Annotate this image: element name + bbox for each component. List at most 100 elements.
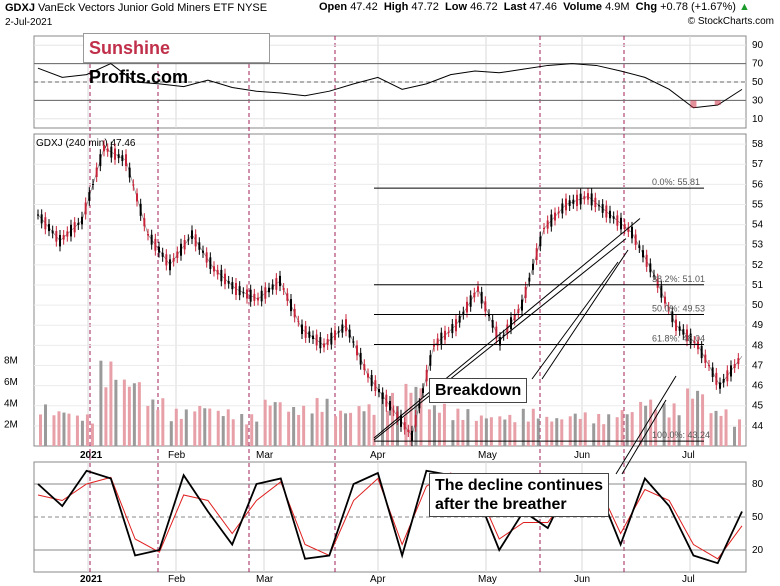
volume-bar: [193, 411, 197, 446]
candle-body: [550, 214, 553, 227]
candle-body: [205, 252, 208, 263]
stoch-tick-label: 20: [752, 545, 764, 556]
candle-body: [733, 364, 736, 368]
volume-bar: [709, 413, 713, 446]
candle-body: [693, 341, 696, 343]
candle-body: [440, 332, 443, 345]
candle-body: [510, 317, 512, 330]
candle-body: [70, 224, 72, 237]
candle-body: [224, 273, 226, 285]
volume-bar: [174, 408, 178, 446]
candle-body: [590, 193, 593, 206]
candle-body: [480, 291, 483, 304]
candle-body: [429, 355, 432, 366]
last-label: Last: [503, 1, 527, 13]
candle-body: [594, 197, 597, 208]
candle-body: [517, 309, 520, 313]
open-value: 47.42: [350, 1, 378, 13]
candle-body: [297, 320, 300, 322]
price-tick-label: 58: [752, 139, 764, 150]
candle-body: [682, 329, 685, 335]
candle-body: [326, 339, 329, 345]
candle-body: [484, 301, 487, 312]
candle-body: [128, 167, 131, 178]
rsi-tick-label: 10: [752, 114, 764, 125]
candle-body: [374, 380, 377, 392]
candle-body: [378, 389, 380, 393]
candle-body: [612, 216, 615, 219]
volume-bar: [474, 420, 478, 446]
candle-body: [81, 216, 83, 225]
candle-body: [356, 345, 358, 356]
candle-body: [37, 214, 39, 216]
candle-body: [418, 403, 421, 409]
candle-body: [678, 326, 681, 331]
candle-body: [106, 148, 109, 152]
volume-bar: [75, 415, 79, 446]
candle-body: [535, 248, 538, 261]
candle-body: [209, 257, 212, 269]
candle-body: [389, 401, 391, 411]
volume-bar: [484, 418, 488, 446]
volume-bar: [80, 420, 84, 446]
x-tick-label: Feb: [168, 450, 186, 461]
breakdown-pointer-2: [541, 249, 629, 380]
price-tick-label: 53: [752, 240, 764, 251]
candle-body: [117, 154, 120, 159]
candle-body: [220, 269, 223, 282]
panel-frame-1: [33, 133, 747, 447]
ticker-exchange: NYSE: [237, 2, 268, 14]
volume-bar: [381, 392, 384, 446]
candle-body: [671, 311, 674, 323]
candle-body: [268, 287, 270, 293]
volume-bar: [526, 421, 530, 446]
candle-body: [499, 337, 501, 346]
candle-body: [469, 295, 472, 307]
candle-body: [180, 243, 182, 256]
candle-body: [359, 352, 362, 365]
volume-bar: [672, 403, 676, 446]
candle-body: [645, 254, 648, 267]
candle-body: [158, 246, 160, 253]
low-value: 46.72: [470, 1, 498, 13]
price-tick-label: 45: [752, 401, 764, 412]
candle-body: [451, 324, 454, 334]
candle-body: [169, 259, 171, 271]
volume-bar: [221, 416, 225, 446]
candle-body: [528, 277, 531, 282]
volume-bar: [349, 412, 353, 446]
candle-body: [334, 330, 336, 341]
price-tick-label: 46: [752, 381, 764, 392]
volume-bar: [555, 418, 559, 446]
candle-body: [572, 199, 575, 204]
candle-body: [260, 290, 263, 302]
candle-body: [634, 234, 637, 245]
candle-body: [337, 331, 340, 333]
fib-level-label: 61.8%: 48.04: [652, 334, 705, 344]
fib-level-label: 38.2%: 51.01: [652, 274, 705, 284]
volume-bar: [127, 386, 131, 446]
volume-bar: [344, 413, 348, 446]
x-tick-label-bottom: 2021: [80, 574, 103, 585]
x-tick-label-bottom: May: [478, 574, 497, 585]
candle-body: [730, 365, 732, 377]
rsi-tick-label: 90: [752, 40, 764, 51]
volume-bar: [137, 382, 141, 446]
volume-tick-label: 6M: [4, 377, 18, 388]
candle-body: [539, 236, 542, 247]
candle-body: [55, 231, 58, 242]
x-tick-label: Apr: [370, 450, 386, 461]
candle-body: [286, 293, 289, 301]
rsi-tick-label: 30: [752, 95, 764, 106]
x-tick-label: Jul: [682, 450, 695, 461]
stockcharts-credit[interactable]: © StockCharts.com: [687, 16, 774, 27]
candle-body: [656, 278, 659, 288]
candle-body: [422, 388, 424, 394]
candle-body: [638, 245, 641, 248]
candle-body: [396, 411, 399, 421]
volume-bar: [592, 423, 596, 446]
x-tick-label-bottom: Jul: [682, 574, 695, 585]
candle-body: [183, 240, 186, 250]
candle-body: [271, 284, 274, 290]
candle-body: [44, 217, 47, 230]
